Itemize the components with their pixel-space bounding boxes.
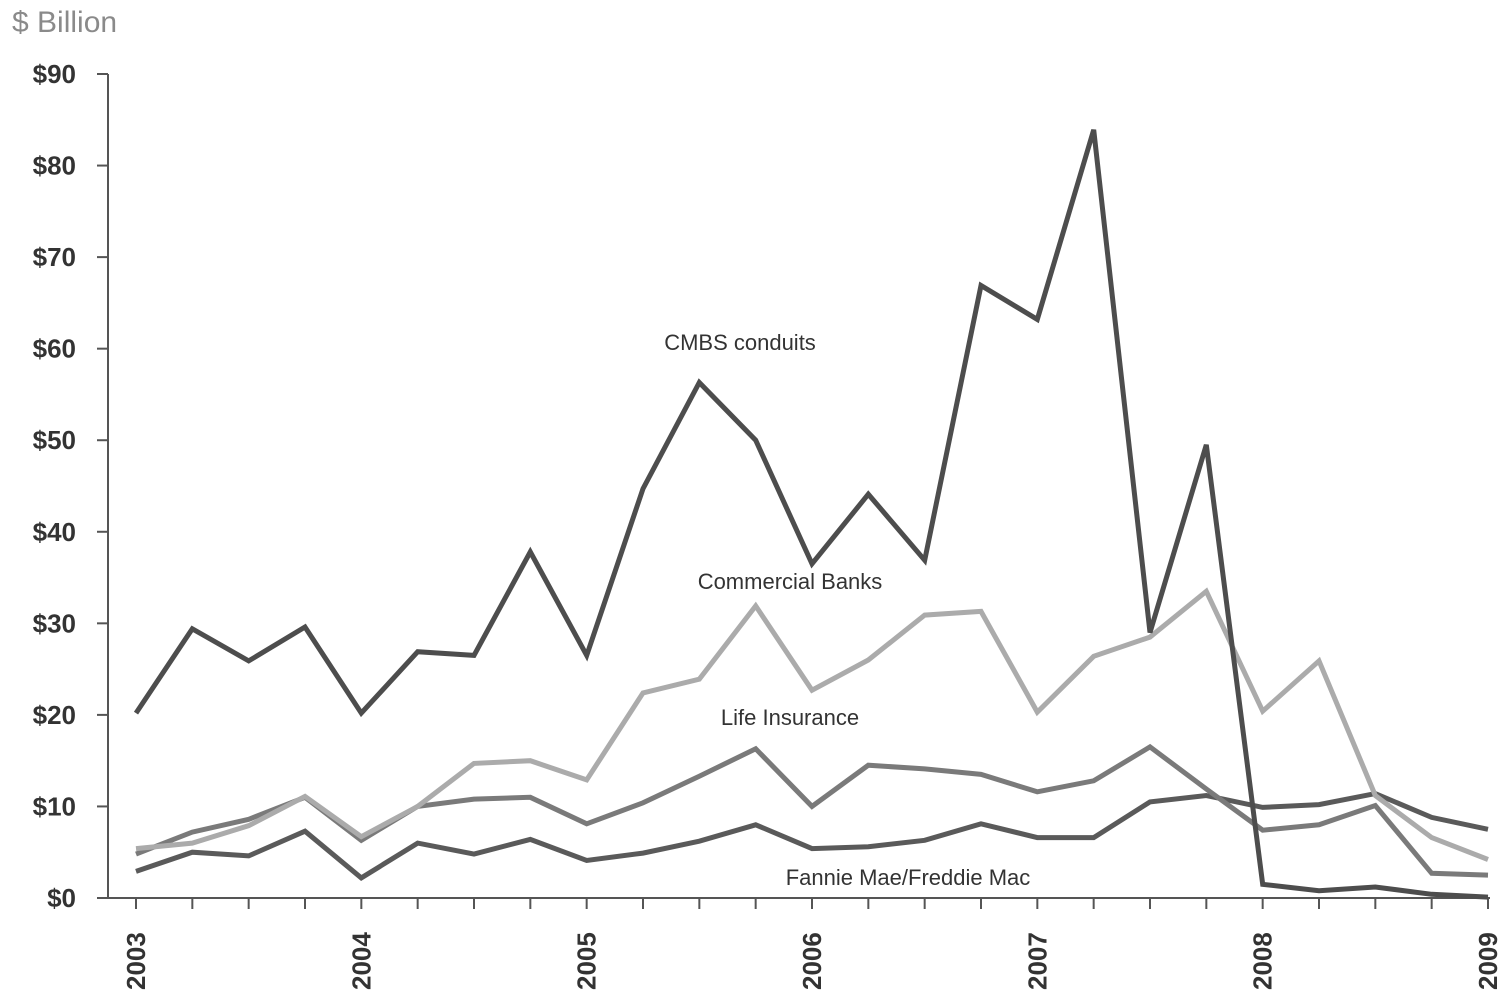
y-tick-label: $20 <box>33 700 76 730</box>
y-tick-label: $10 <box>33 791 76 821</box>
series-line-cmbs-conduits <box>133 129 1489 900</box>
y-tick-label: $60 <box>33 334 76 364</box>
y-tick-label: $80 <box>33 151 76 181</box>
series-label-commercial-banks: Commercial Banks <box>698 569 883 594</box>
series-label-life-insurance: Life Insurance <box>721 705 859 730</box>
x-tick-label: 2005 <box>572 932 602 990</box>
y-tick-label: $0 <box>47 883 76 913</box>
x-tick-label: 2009 <box>1473 932 1503 990</box>
x-tick-label: 2003 <box>121 932 151 990</box>
y-tick-label: $40 <box>33 517 76 547</box>
x-axis-ticks: 2003 2004 2005 2006 2007 2008 2009 <box>121 898 1503 990</box>
x-tick-label: 2008 <box>1248 932 1278 990</box>
series-label-cmbs-conduits: CMBS conduits <box>664 330 816 355</box>
series-line-commercial-banks <box>135 587 1489 862</box>
y-unit-label: $ Billion <box>12 6 117 39</box>
y-tick-label: $70 <box>33 242 76 272</box>
x-tick-label: 2004 <box>346 932 376 990</box>
y-axis-ticks: $0 $10 $20 $30 $40 $50 $60 $70 $80 $90 <box>33 59 108 913</box>
series-line-fannie-mae-freddie-mac <box>135 791 1489 881</box>
series-lines <box>133 129 1489 900</box>
y-tick-label: $50 <box>33 425 76 455</box>
y-tick-label: $90 <box>33 59 76 89</box>
x-tick-label: 2007 <box>1022 932 1052 990</box>
y-tick-label: $30 <box>33 608 76 638</box>
series-label-fannie-mae-freddie-mac: Fannie Mae/Freddie Mac <box>786 865 1031 890</box>
series-line-life-insurance <box>135 743 1489 878</box>
x-tick-label: 2006 <box>797 932 827 990</box>
